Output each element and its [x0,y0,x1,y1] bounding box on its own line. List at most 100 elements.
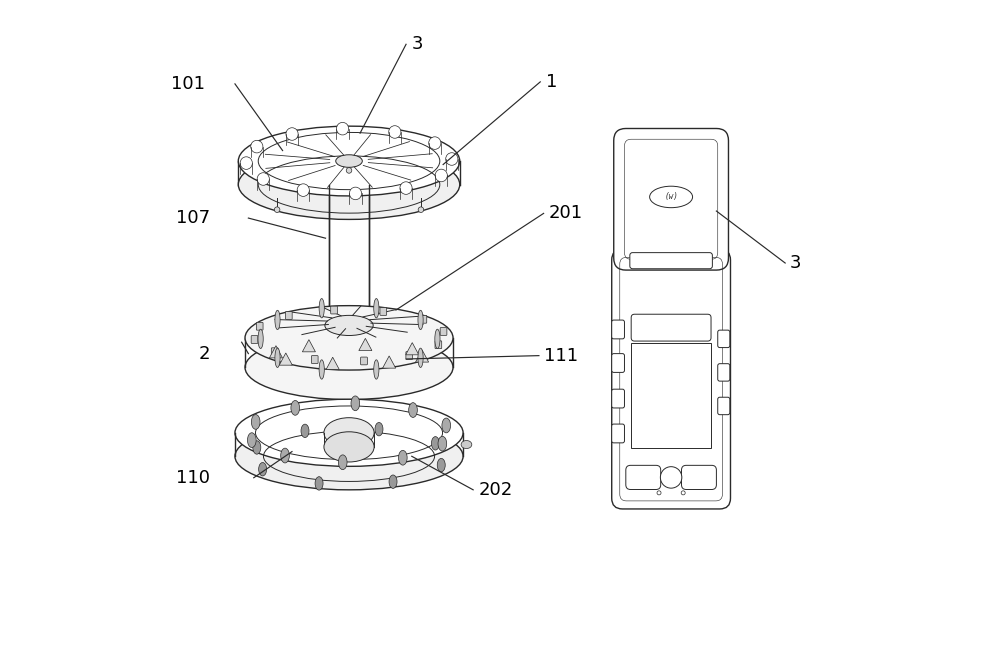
Ellipse shape [398,450,407,465]
Ellipse shape [235,423,463,490]
FancyBboxPatch shape [614,129,728,270]
Ellipse shape [346,168,352,173]
Ellipse shape [286,127,298,140]
FancyBboxPatch shape [285,311,292,319]
Ellipse shape [349,187,362,200]
Ellipse shape [238,150,460,219]
FancyBboxPatch shape [612,354,624,372]
Ellipse shape [275,310,280,329]
Ellipse shape [336,155,362,167]
Polygon shape [269,346,282,358]
Text: 201: 201 [548,205,582,222]
Ellipse shape [251,415,260,429]
FancyBboxPatch shape [256,322,263,330]
Ellipse shape [435,329,440,348]
Text: 3: 3 [790,254,801,272]
Text: (w): (w) [664,193,678,201]
Ellipse shape [375,423,383,436]
Ellipse shape [338,455,347,470]
Ellipse shape [301,424,309,437]
FancyBboxPatch shape [440,327,447,336]
Text: 2: 2 [199,345,210,362]
Ellipse shape [297,184,309,197]
Ellipse shape [259,462,267,476]
Ellipse shape [247,433,256,448]
Ellipse shape [418,207,424,213]
Ellipse shape [437,458,445,472]
Ellipse shape [245,306,453,370]
Ellipse shape [281,448,289,463]
FancyBboxPatch shape [380,307,387,315]
FancyBboxPatch shape [612,249,730,509]
Ellipse shape [400,182,412,195]
FancyBboxPatch shape [682,466,716,490]
Ellipse shape [374,299,379,318]
Ellipse shape [238,126,460,196]
FancyBboxPatch shape [718,397,730,415]
Polygon shape [383,356,396,368]
Text: 111: 111 [544,347,578,364]
Polygon shape [302,340,315,352]
Text: 202: 202 [479,481,513,499]
FancyBboxPatch shape [612,389,624,408]
Ellipse shape [240,157,252,169]
Ellipse shape [438,436,447,451]
FancyBboxPatch shape [718,364,730,381]
Ellipse shape [418,348,423,368]
Ellipse shape [336,122,349,135]
Polygon shape [326,357,339,370]
Ellipse shape [418,310,423,329]
Polygon shape [406,343,419,355]
Text: 110: 110 [176,469,210,486]
FancyBboxPatch shape [420,315,427,323]
Ellipse shape [253,441,261,454]
Ellipse shape [446,153,458,165]
Ellipse shape [429,137,441,150]
Ellipse shape [324,417,374,448]
Ellipse shape [389,125,401,138]
Ellipse shape [409,403,417,417]
FancyBboxPatch shape [626,466,661,490]
Ellipse shape [435,169,447,182]
FancyBboxPatch shape [331,306,337,314]
FancyBboxPatch shape [630,252,712,268]
Circle shape [681,491,685,495]
Text: 3: 3 [411,35,423,52]
Circle shape [660,467,682,488]
Ellipse shape [258,329,263,348]
Bar [631,343,711,448]
Ellipse shape [319,360,324,379]
Ellipse shape [275,348,280,368]
FancyBboxPatch shape [612,424,624,443]
Ellipse shape [389,475,397,488]
Ellipse shape [245,335,453,400]
Text: 1: 1 [546,73,557,91]
Text: 101: 101 [171,75,205,93]
Text: 107: 107 [176,209,210,227]
FancyBboxPatch shape [612,320,624,339]
FancyBboxPatch shape [311,356,318,364]
Ellipse shape [315,476,323,490]
Ellipse shape [324,432,374,462]
FancyBboxPatch shape [361,357,367,365]
Ellipse shape [251,140,263,153]
FancyBboxPatch shape [631,314,711,341]
Ellipse shape [291,401,300,415]
FancyBboxPatch shape [251,336,258,344]
Ellipse shape [431,437,439,450]
Ellipse shape [274,207,280,213]
FancyBboxPatch shape [406,352,413,360]
FancyBboxPatch shape [435,341,442,349]
Polygon shape [359,338,372,350]
Ellipse shape [461,441,472,449]
Ellipse shape [374,360,379,379]
Bar [329,185,369,305]
Polygon shape [416,350,429,362]
Ellipse shape [319,299,324,318]
Ellipse shape [351,396,360,411]
FancyBboxPatch shape [718,330,730,348]
Ellipse shape [442,418,451,433]
Circle shape [657,491,661,495]
Ellipse shape [235,399,463,466]
Ellipse shape [325,315,373,336]
